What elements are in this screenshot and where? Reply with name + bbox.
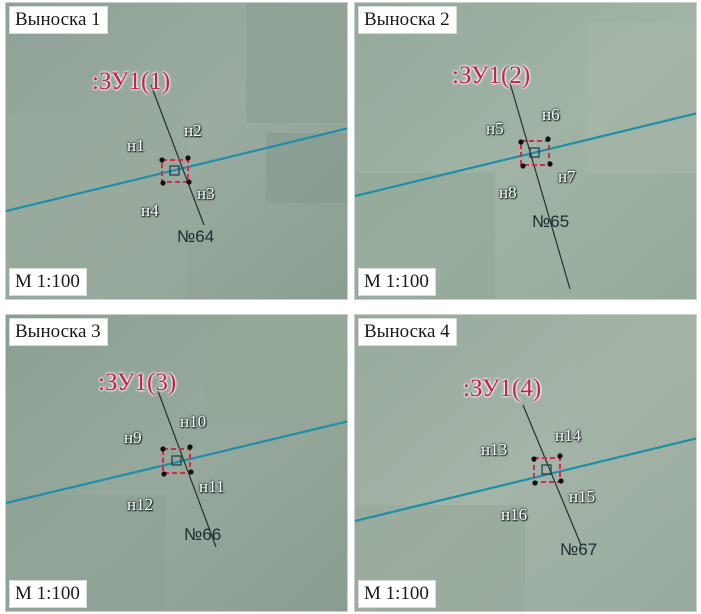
- point-label: н13: [481, 440, 508, 459]
- map-scale: М 1:100: [9, 580, 87, 608]
- parcel-label: :ЗУ1(1): [92, 68, 171, 95]
- point-label: н1: [127, 136, 145, 155]
- boundary-point-marker: [160, 180, 166, 186]
- boundary-point-marker: [185, 155, 191, 161]
- point-label: н12: [127, 495, 154, 514]
- point-label: н10: [180, 412, 207, 431]
- aerial-tile: [246, 3, 347, 123]
- callout-title: Выноска 3: [9, 318, 108, 346]
- point-label: н11: [199, 477, 225, 496]
- map-canvas: [355, 315, 696, 611]
- boundary-point-marker: [518, 139, 524, 145]
- boundary-point-marker: [159, 157, 165, 163]
- aerial-tile: [585, 23, 696, 173]
- point-label: н5: [486, 119, 504, 138]
- boundary-point-marker: [532, 480, 538, 486]
- road-line: [355, 437, 696, 523]
- object-number: №64: [177, 227, 215, 246]
- parcel-boundary: [533, 457, 561, 483]
- point-label: н2: [184, 121, 202, 140]
- point-label: н9: [124, 428, 142, 447]
- road-line: [6, 420, 347, 505]
- callout-title: Выноска 2: [358, 6, 457, 34]
- callout-panel-2: Выноска 2 :ЗУ1(2) н5 н6 н7 н8 №65 М 1:10…: [354, 2, 697, 300]
- boundary-point-marker: [187, 444, 193, 450]
- callout-title: Выноска 4: [358, 318, 457, 346]
- boundary-point-marker: [558, 478, 564, 484]
- parcel-boundary: [161, 159, 189, 183]
- parcel-label: :ЗУ1(2): [452, 62, 531, 89]
- map-canvas: [6, 315, 347, 611]
- callout-panel-1: Выноска 1 :ЗУ1(1) н1 н2 н3 н4 №64 М 1:10…: [5, 2, 348, 300]
- point-label: н6: [542, 105, 560, 124]
- map-scale: М 1:100: [9, 268, 87, 296]
- callout-title: Выноска 1: [9, 6, 108, 34]
- object-number: №67: [560, 540, 598, 559]
- boundary-point-marker: [161, 471, 167, 477]
- aerial-tile: [206, 315, 347, 425]
- object-number: №66: [184, 525, 222, 544]
- leader-line: [150, 84, 205, 226]
- road-line: [355, 112, 696, 198]
- boundary-point-marker: [186, 179, 192, 185]
- boundary-point-marker: [188, 469, 194, 475]
- leader-line: [509, 82, 571, 290]
- leader-line: [522, 404, 582, 546]
- boundary-point-marker: [531, 456, 537, 462]
- point-label: н14: [555, 426, 582, 445]
- map-scale: М 1:100: [358, 580, 436, 608]
- boundary-point-marker: [160, 446, 166, 452]
- boundary-point-marker: [557, 453, 563, 459]
- parcel-boundary: [162, 448, 191, 474]
- boundary-point-marker: [520, 163, 526, 169]
- map-canvas: [6, 3, 347, 299]
- boundary-point-marker: [545, 136, 551, 142]
- parcel-center-marker: [529, 147, 540, 158]
- parcel-label: :ЗУ1(3): [98, 369, 177, 396]
- parcel-center-marker: [171, 455, 182, 466]
- boundary-point-marker: [547, 161, 553, 167]
- point-label: н7: [558, 167, 576, 186]
- map-scale: М 1:100: [358, 268, 436, 296]
- object-number: №65: [532, 212, 570, 231]
- map-canvas: [355, 3, 696, 299]
- parcel-center-marker: [541, 464, 552, 475]
- point-label: н16: [501, 505, 528, 524]
- parcel-center-marker: [169, 165, 180, 176]
- leader-line: [157, 390, 217, 548]
- point-label: н15: [569, 487, 596, 506]
- road-line: [6, 127, 347, 213]
- parcel-boundary: [520, 140, 550, 166]
- callout-panel-4: Выноска 4 :ЗУ1(4) н13 н14 н15 н16 №67 М …: [354, 314, 697, 612]
- callout-panel-3: Выноска 3 :ЗУ1(3) н9 н10 н11 н12 №66 М 1…: [5, 314, 348, 612]
- aerial-tile: [266, 133, 347, 203]
- point-label: н8: [499, 183, 517, 202]
- point-label: н4: [141, 201, 159, 220]
- point-label: н3: [197, 184, 215, 203]
- aerial-tile: [575, 315, 696, 445]
- parcel-label: :ЗУ1(4): [463, 375, 542, 402]
